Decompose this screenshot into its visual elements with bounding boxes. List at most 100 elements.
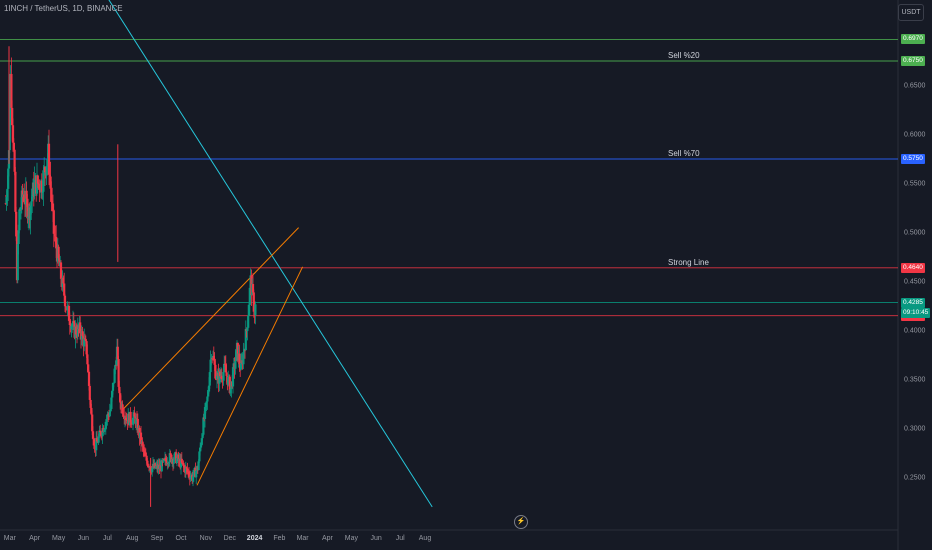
candle-body bbox=[111, 382, 115, 391]
candle-body bbox=[12, 142, 15, 150]
candle-body bbox=[218, 371, 221, 384]
candle-body bbox=[143, 451, 147, 456]
candle-body bbox=[31, 196, 34, 202]
candle-body bbox=[201, 434, 204, 439]
candle-body bbox=[184, 467, 187, 473]
candle-body bbox=[101, 428, 104, 437]
candle-body bbox=[242, 352, 245, 365]
x-tick-label: Oct bbox=[175, 535, 187, 542]
candle-body bbox=[238, 353, 241, 365]
candle-body bbox=[142, 445, 145, 451]
candle-body bbox=[200, 438, 203, 445]
candle-body bbox=[234, 361, 237, 369]
currency-button[interactable]: USDT bbox=[898, 4, 924, 21]
candle-body bbox=[91, 431, 95, 439]
candle-body bbox=[5, 196, 8, 204]
candle-body bbox=[109, 408, 112, 412]
candle-body bbox=[36, 175, 39, 184]
candle-body bbox=[203, 407, 207, 420]
candle-body bbox=[95, 438, 99, 442]
candle-body bbox=[55, 236, 58, 249]
candle-body bbox=[247, 304, 251, 316]
candle-body bbox=[129, 411, 132, 423]
candle-body bbox=[110, 397, 113, 409]
x-tick-label: Sep bbox=[150, 535, 164, 542]
candle-body bbox=[214, 364, 217, 379]
candle-body bbox=[227, 376, 230, 385]
candle-body bbox=[8, 122, 11, 151]
candle-body bbox=[248, 287, 251, 305]
candle-body bbox=[66, 306, 69, 310]
candle-body bbox=[27, 216, 30, 219]
x-tick-label: Apr bbox=[29, 535, 41, 542]
candle-body bbox=[58, 258, 61, 267]
x-tick-label: Jun bbox=[77, 535, 90, 542]
candle-body bbox=[155, 466, 158, 468]
x-tick-label: Aug bbox=[125, 535, 139, 542]
price-level-badge: 0.5750 bbox=[901, 154, 925, 164]
candle-body bbox=[107, 414, 110, 416]
candle-body bbox=[26, 198, 29, 219]
y-tick-label: 0.4000 bbox=[904, 327, 926, 334]
candle-body bbox=[123, 415, 126, 420]
candle-body bbox=[88, 385, 91, 400]
candle-body bbox=[11, 125, 15, 143]
y-tick-label: 0.5500 bbox=[904, 180, 926, 187]
candle-body bbox=[211, 358, 214, 360]
candle-body bbox=[224, 364, 227, 373]
candle-body bbox=[169, 453, 172, 455]
candle-body bbox=[113, 368, 116, 383]
candle-body bbox=[165, 461, 168, 465]
candle-body bbox=[251, 284, 255, 293]
candle-body bbox=[19, 207, 23, 211]
candle-body bbox=[64, 306, 67, 308]
candle-body bbox=[131, 417, 135, 425]
price-level-badge: 0.4640 bbox=[901, 262, 925, 273]
candle-body bbox=[95, 438, 98, 451]
candle-body bbox=[108, 411, 111, 417]
candle-body bbox=[198, 451, 201, 462]
candle-body bbox=[14, 171, 17, 212]
x-tick-label: Dec bbox=[223, 535, 237, 542]
candle-body bbox=[139, 432, 143, 444]
candle-body bbox=[85, 341, 88, 355]
candle-body bbox=[124, 417, 127, 421]
x-tick-label: Jun bbox=[370, 535, 382, 542]
candle-body bbox=[213, 360, 216, 365]
candle-body bbox=[98, 430, 101, 437]
candle-body bbox=[89, 399, 92, 408]
candle-body bbox=[146, 460, 149, 466]
candle-body bbox=[182, 462, 185, 466]
candle-body bbox=[151, 467, 154, 473]
x-tick-label: Mar bbox=[3, 535, 16, 542]
candle-body bbox=[225, 372, 228, 376]
candle-body bbox=[87, 371, 91, 386]
x-tick-label: May bbox=[51, 535, 66, 542]
candle-body bbox=[207, 391, 210, 397]
candle-body bbox=[47, 143, 51, 175]
trendline-channel-lower bbox=[196, 266, 304, 486]
candle-body bbox=[70, 325, 73, 330]
y-tick-label: 0.6000 bbox=[904, 131, 926, 138]
candle-body bbox=[183, 465, 186, 467]
x-tick-label: Aug bbox=[418, 535, 432, 542]
candle-body bbox=[23, 194, 26, 203]
candle-body bbox=[175, 457, 179, 464]
candle-body bbox=[87, 364, 90, 372]
candle-body bbox=[119, 393, 122, 403]
candle-body bbox=[205, 401, 208, 404]
candle-body bbox=[63, 295, 67, 307]
candle-body bbox=[199, 447, 202, 452]
candle-body bbox=[180, 458, 183, 463]
candle-body bbox=[175, 452, 178, 464]
chart-annotation: Sell %20 bbox=[668, 51, 700, 60]
candle-body bbox=[67, 306, 71, 321]
candle-body bbox=[57, 246, 60, 259]
y-tick-label: 0.3500 bbox=[904, 376, 926, 383]
candle-body bbox=[63, 283, 66, 296]
lightning-icon[interactable]: ⚡ bbox=[514, 515, 528, 529]
candle-body bbox=[59, 262, 63, 279]
candle-body bbox=[170, 454, 173, 463]
candle-body bbox=[121, 404, 124, 414]
